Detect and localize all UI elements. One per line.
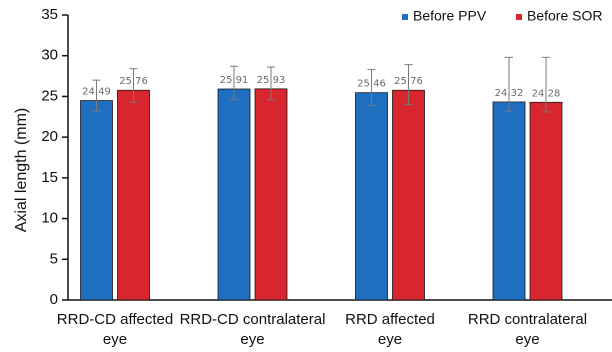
y-axis-label: Axial length (mm) bbox=[13, 108, 30, 232]
category-label-line: eye bbox=[515, 331, 539, 348]
y-tick-label: 25 bbox=[41, 87, 58, 104]
data-label: 24.28 bbox=[532, 88, 561, 99]
y-tick-label: 30 bbox=[41, 47, 58, 64]
bar bbox=[392, 89, 425, 301]
category-label-line: RRD-CD contralateral bbox=[180, 311, 326, 328]
legend-swatch bbox=[516, 14, 522, 20]
category-label-line: eye bbox=[378, 331, 402, 348]
data-label: 25.76 bbox=[119, 76, 148, 87]
category-label-line: RRD-CD affected bbox=[57, 311, 173, 328]
data-label: 25.91 bbox=[220, 75, 249, 86]
legend-label: Before SOR bbox=[527, 8, 602, 24]
error-bars bbox=[92, 56, 550, 113]
bar bbox=[217, 88, 251, 301]
bar bbox=[355, 92, 388, 301]
y-tick-label: 35 bbox=[41, 6, 58, 23]
bar bbox=[492, 101, 526, 301]
y-tick-label: 20 bbox=[41, 128, 58, 145]
legend-swatch bbox=[402, 14, 408, 20]
category-label-line: eye bbox=[103, 331, 127, 348]
legend: Before PPV Before SOR bbox=[402, 8, 602, 24]
data-label: 25.76 bbox=[394, 76, 423, 87]
data-label: 25.93 bbox=[257, 75, 286, 86]
category-label-line: RRD affected bbox=[345, 311, 435, 328]
category-label: RRD-CD contralateral eye bbox=[180, 311, 326, 348]
data-labels: 24.49 25.91 25.46 24.32 25.76 25.93 25.76 24.28 bbox=[82, 75, 560, 99]
data-label: 24.49 bbox=[82, 87, 111, 98]
bar bbox=[80, 100, 113, 301]
y-tick-label: 10 bbox=[41, 210, 58, 227]
category-label: RRD-CD affected eye bbox=[57, 311, 173, 348]
category-label: RRD affected eye bbox=[345, 311, 435, 348]
y-tick-label: 0 bbox=[50, 291, 58, 308]
category-label: RRD contralateral eye bbox=[468, 311, 587, 348]
category-label-line: RRD contralateral bbox=[468, 311, 587, 328]
data-label: 24.32 bbox=[495, 88, 524, 99]
legend-label: Before PPV bbox=[413, 8, 487, 24]
category-labels: RRD-CD affected eye RRD-CD contralateral ey… bbox=[57, 311, 587, 348]
y-tick-label: 15 bbox=[41, 169, 58, 186]
bar bbox=[117, 89, 150, 301]
y-tick-label: 5 bbox=[50, 250, 58, 267]
bar bbox=[529, 101, 563, 301]
data-label: 25.46 bbox=[357, 79, 386, 90]
bar bbox=[254, 88, 288, 301]
bars bbox=[80, 88, 563, 301]
category-label-line: eye bbox=[240, 331, 264, 348]
